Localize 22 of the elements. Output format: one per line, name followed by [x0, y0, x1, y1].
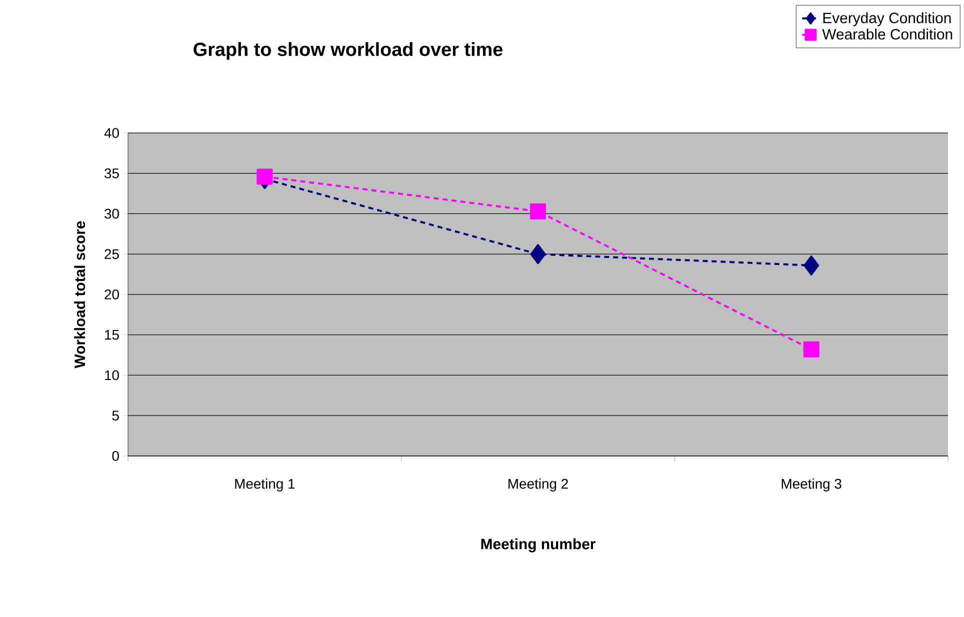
legend-label: Wearable Condition	[822, 28, 952, 40]
point	[256, 168, 273, 185]
y-tick-label: 10	[105, 370, 119, 380]
x-tick-label: Meeting 1	[235, 478, 295, 492]
y-tick-label: 35	[104, 168, 119, 178]
y-tick-label: 20	[104, 290, 119, 300]
point	[530, 203, 546, 220]
y-tick-label: 15	[105, 330, 119, 340]
legend-label: Everyday Condition	[823, 12, 951, 26]
point	[803, 341, 820, 358]
y-axis-title: Workload total score	[74, 221, 86, 368]
x-tick-label: Meeting 2	[508, 478, 568, 492]
y-tick-label: 5	[112, 410, 119, 420]
y-tick-label: 40	[104, 128, 119, 138]
y-tick-label: 25	[104, 249, 119, 260]
point	[804, 255, 820, 276]
x-axis-title: Meeting number	[481, 538, 596, 552]
y-tick-label: 0	[112, 451, 119, 461]
chart-title: Graph to show workload over time	[194, 42, 502, 60]
x-tick-label: Meeting 3	[782, 478, 842, 492]
y-tick-label: 30	[104, 208, 119, 219]
point	[530, 244, 546, 264]
